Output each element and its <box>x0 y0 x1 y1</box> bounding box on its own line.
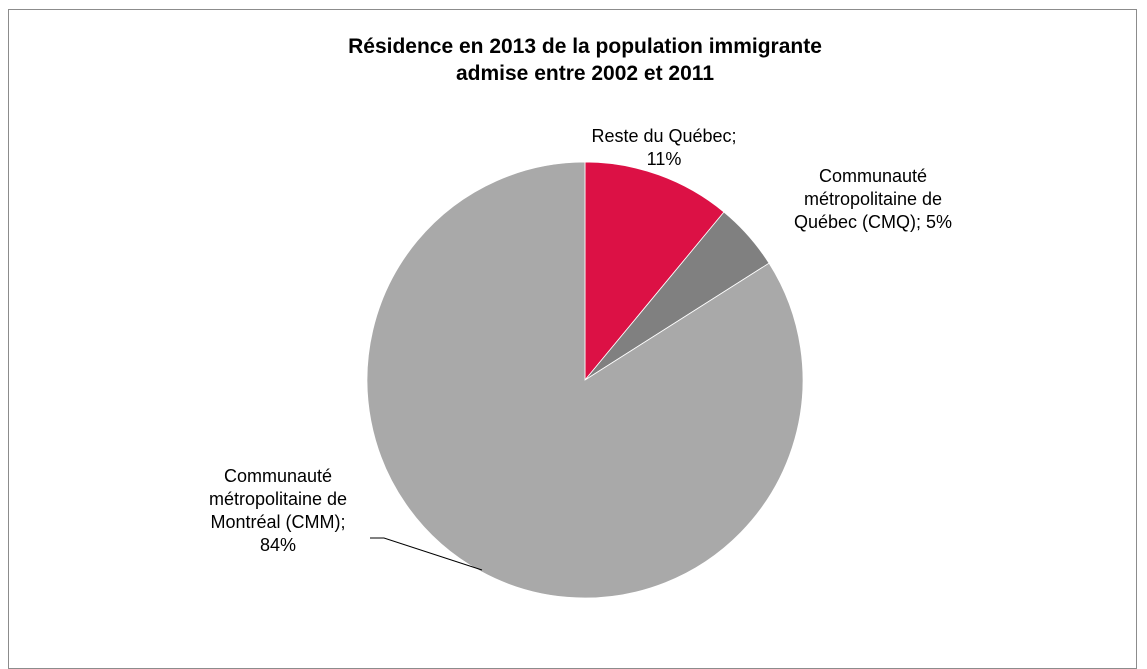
pie-slice-label-2-line-2: Montréal (CMM); <box>210 512 345 532</box>
pie-chart: Résidence en 2013 de la population immig… <box>209 35 952 599</box>
pie-slice-label-0-line-0: Reste du Québec; <box>591 126 736 146</box>
pie-slice-leader-line-2 <box>370 537 483 571</box>
chart-title: Résidence en 2013 de la population immig… <box>348 35 822 85</box>
pie-slice-label-2-line-1: métropolitaine de <box>209 489 347 509</box>
chart-title-line-2: admise entre 2002 et 2011 <box>456 62 714 85</box>
pie-slice-label-1-line-1: métropolitaine de <box>804 189 942 209</box>
pie-slice-label-2-line-0: Communauté <box>224 466 332 486</box>
pie-slice-label-2-line-3: 84% <box>260 535 296 555</box>
pie-labels: Reste du Québec; 11% Communauté métropolita… <box>209 126 952 571</box>
pie-slice-label-1-line-0: Communauté <box>819 166 927 186</box>
pie-slice-label-2: Communauté métropolitaine de Montréal (CMM… <box>209 466 347 555</box>
chart-title-line-1: Résidence en 2013 de la population immig… <box>348 35 822 58</box>
pie-slice-2 <box>366 161 804 599</box>
pie-slice-label-0-line-1: 11% <box>647 149 682 169</box>
pie-slice-label-1-line-2: Québec (CMQ); 5% <box>794 212 952 232</box>
pie-slice-label-1: Communauté métropolitaine de Québec (CMQ);… <box>794 166 952 232</box>
pie-slice-label-0: Reste du Québec; 11% <box>591 126 736 169</box>
pie-slices <box>366 161 804 599</box>
pie-slice-0 <box>584 161 725 382</box>
